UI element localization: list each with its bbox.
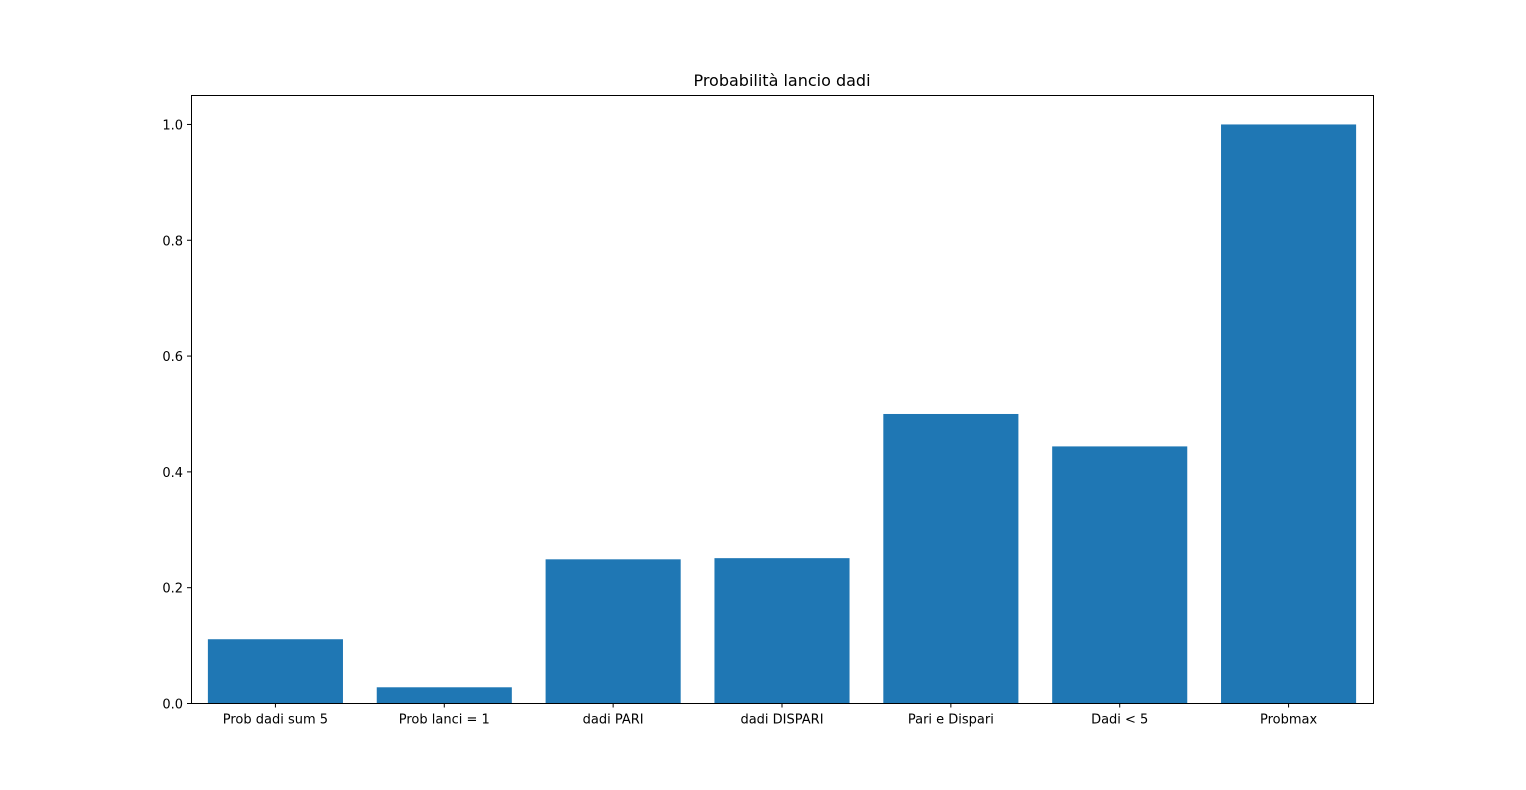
bar-0 [207,639,343,704]
bar-6 [1221,124,1357,704]
bar-5 [1052,446,1188,704]
bars [207,124,1357,704]
y-tick-label-2: 0.4 [162,466,183,481]
x-tick-label-6: Probmax [1260,713,1318,728]
chart-title: Probabilità lancio dadi [693,71,870,90]
bar-1 [376,687,512,704]
bar-3 [714,558,850,704]
plot-frame [191,95,1374,704]
x-axis: Prob dadi sum 5 Prob lanci = 1 dadi PARI da… [223,703,1318,728]
x-tick-label-3: dadi DISPARI [740,713,823,728]
y-axis: 0.0 0.2 0.4 0.6 0.8 1.0 [162,118,191,713]
y-tick-label-4: 0.8 [162,234,183,249]
bar-4 [883,413,1019,704]
bar-2 [545,559,681,704]
y-tick-label-5: 1.0 [162,118,183,133]
y-tick-label-1: 0.2 [162,582,183,597]
x-tick-label-5: Dadi < 5 [1091,713,1148,728]
x-tick-label-1: Prob lanci = 1 [399,713,490,728]
y-tick-label-3: 0.6 [162,350,183,365]
y-tick-label-0: 0.0 [162,698,183,713]
x-tick-label-4: Pari e Dispari [908,713,994,728]
x-tick-label-2: dadi PARI [583,713,644,728]
x-tick-label-0: Prob dadi sum 5 [223,713,328,728]
